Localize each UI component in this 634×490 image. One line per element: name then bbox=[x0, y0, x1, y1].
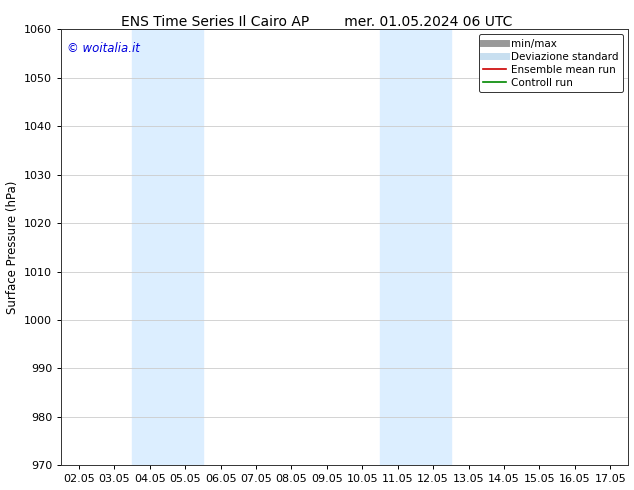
Text: ENS Time Series Il Cairo AP        mer. 01.05.2024 06 UTC: ENS Time Series Il Cairo AP mer. 01.05.2… bbox=[121, 15, 513, 29]
Legend: min/max, Deviazione standard, Ensemble mean run, Controll run: min/max, Deviazione standard, Ensemble m… bbox=[479, 34, 623, 92]
Text: © woitalia.it: © woitalia.it bbox=[67, 42, 140, 55]
Y-axis label: Surface Pressure (hPa): Surface Pressure (hPa) bbox=[6, 181, 18, 314]
Bar bbox=[380, 29, 451, 465]
Bar bbox=[132, 29, 203, 465]
